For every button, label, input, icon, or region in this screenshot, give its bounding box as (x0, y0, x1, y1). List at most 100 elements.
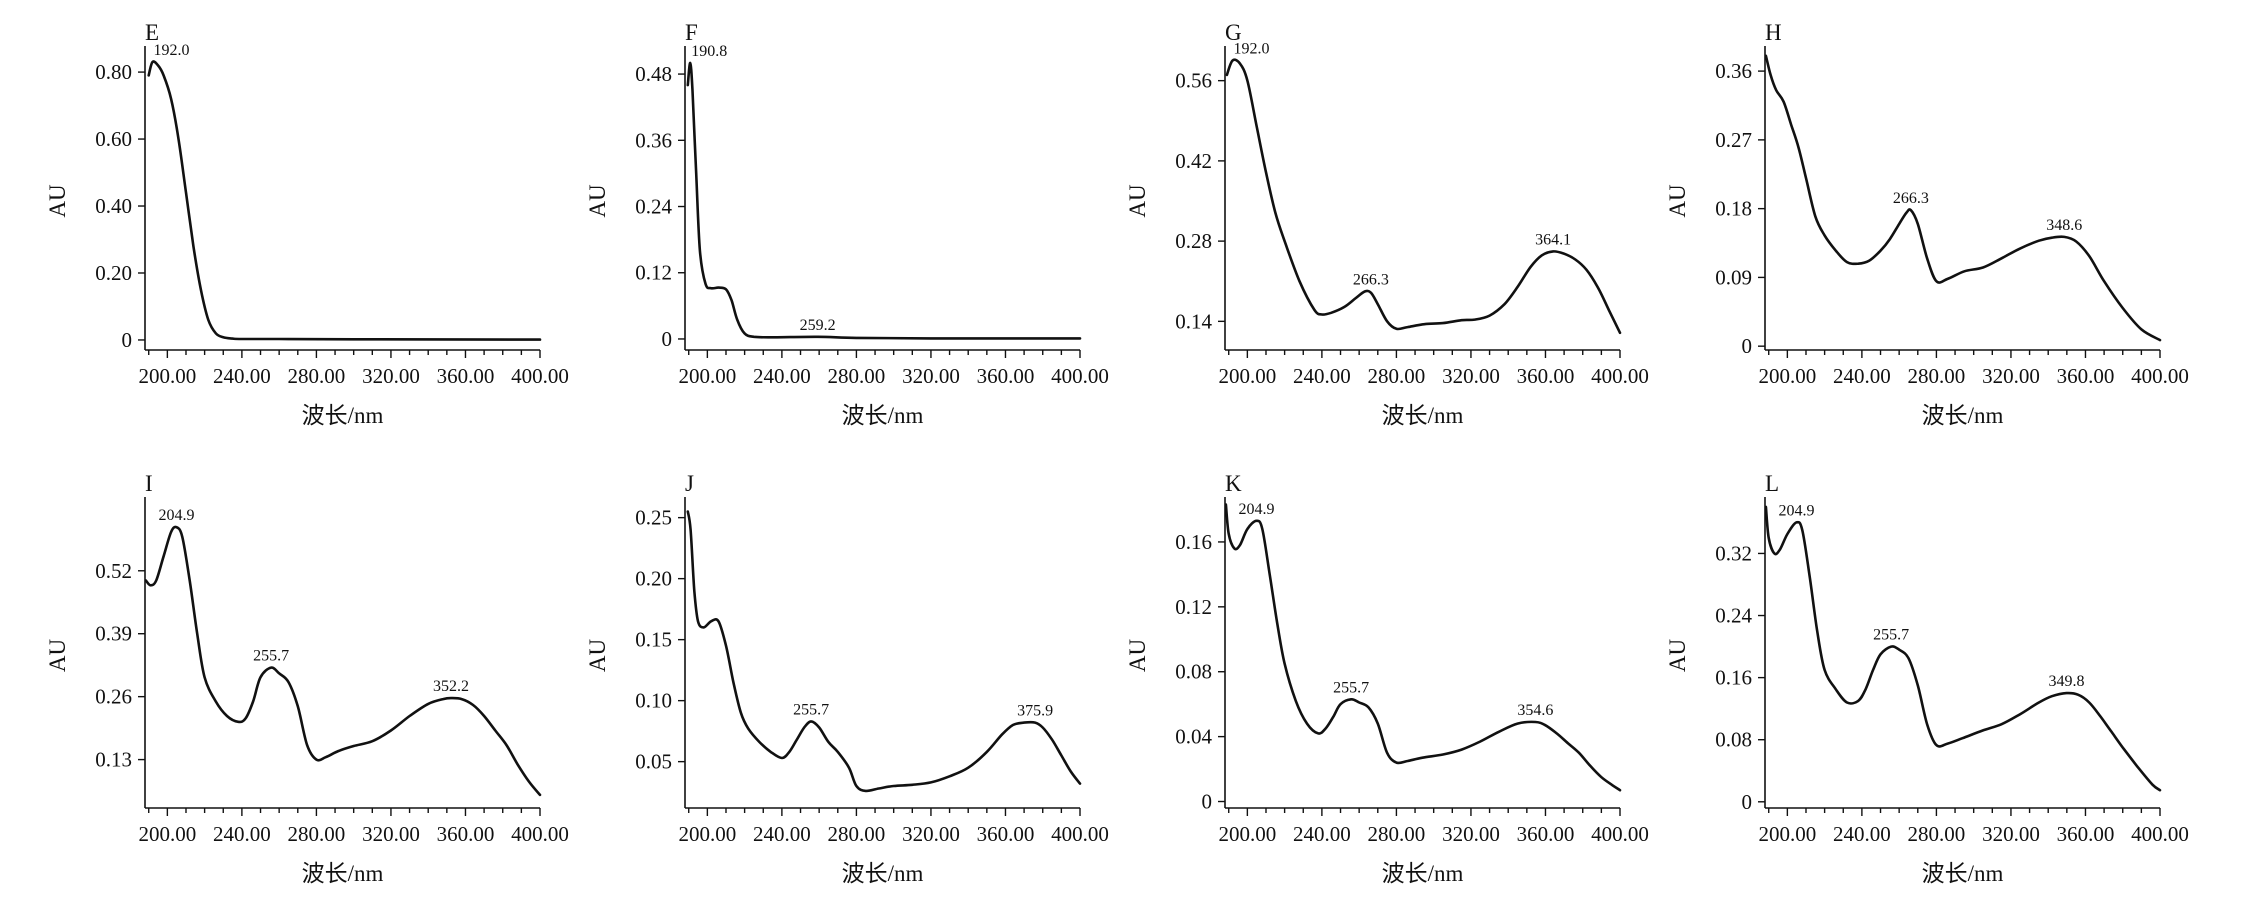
spectrum-line (686, 510, 1082, 793)
x-tick-label: 360.00 (437, 822, 495, 846)
y-tick-label: 0.32 (1715, 541, 1752, 565)
peak-label: 352.2 (433, 678, 469, 695)
y-axis-title: AU (1665, 639, 1690, 673)
y-tick-label: 0.14 (1175, 309, 1212, 333)
x-tick-label: 280.00 (828, 364, 886, 388)
y-tick-label: 0.08 (1715, 728, 1752, 752)
x-tick-label: 240.00 (1293, 822, 1351, 846)
x-tick-label: 280.00 (828, 822, 886, 846)
x-tick-label: 200.00 (1758, 364, 1816, 388)
x-tick-label: 400.00 (1591, 822, 1649, 846)
y-tick-label: 0.36 (635, 128, 672, 152)
x-tick-label: 400.00 (2131, 822, 2189, 846)
peak-label: 349.8 (2048, 673, 2084, 690)
y-axis-title: AU (585, 184, 610, 218)
x-tick-label: 320.00 (902, 364, 960, 388)
y-tick-label: 0 (1742, 334, 1753, 358)
panel-K: K 0 0.04 0.08 0.12 0.16 200.00 240.00 280.00 320.… (1125, 471, 1649, 886)
x-tick-label: 240.00 (1293, 364, 1351, 388)
y-tick-label: 0.24 (635, 195, 672, 219)
y-tick-label: 0.05 (635, 750, 672, 774)
x-tick-label: 280.00 (288, 364, 346, 388)
x-tick-label: 200.00 (1218, 822, 1276, 846)
x-tick-label: 240.00 (753, 822, 811, 846)
panel-L: L 0 0.08 0.16 0.24 0.32 200.00 240.00 280.00 320.… (1665, 471, 2189, 886)
x-axis-title: 波长/nm (1922, 403, 2004, 428)
panel-letter: J (685, 471, 694, 496)
peak-label: 354.6 (1517, 702, 1553, 719)
spectrum-line (147, 60, 542, 341)
x-tick-label: 280.00 (1368, 364, 1426, 388)
y-tick-label: 0.12 (635, 261, 672, 285)
panel-letter: G (1225, 20, 1242, 45)
x-tick-label: 280.00 (1908, 822, 1966, 846)
peak-label: 375.9 (1017, 703, 1053, 720)
panel-letter: E (145, 20, 159, 45)
y-tick-label: 0.16 (1715, 666, 1752, 690)
y-tick-label: 0.40 (95, 194, 132, 218)
x-tick-label: 400.00 (2131, 364, 2189, 388)
panel-H: H 0 0.09 0.18 0.27 0.36 200.00 240.00 280.00 320.… (1665, 20, 2189, 428)
peak-label: 204.9 (1238, 501, 1274, 518)
y-axis-title: AU (1125, 639, 1150, 673)
y-axis-title: AU (45, 184, 70, 218)
peak-label: 255.7 (793, 701, 829, 718)
spectrum-line (1764, 54, 2162, 342)
panel-letter: I (145, 471, 153, 496)
x-tick-label: 360.00 (1517, 364, 1575, 388)
peak-label: 259.2 (800, 317, 836, 334)
y-tick-label: 0.27 (1715, 128, 1752, 152)
peak-label: 190.8 (691, 43, 727, 60)
x-axis-title: 波长/nm (302, 861, 384, 886)
y-tick-label: 0.52 (95, 559, 132, 583)
y-tick-label: 0 (1202, 790, 1213, 814)
y-axis-title: AU (585, 639, 610, 673)
peak-label: 266.3 (1893, 190, 1929, 207)
y-tick-label: 0 (122, 328, 133, 352)
peak-label: 192.0 (153, 42, 189, 59)
x-tick-label: 320.00 (1982, 364, 2040, 388)
y-tick-label: 0 (1742, 790, 1753, 814)
x-tick-label: 400.00 (1591, 364, 1649, 388)
y-tick-label: 0.18 (1715, 197, 1752, 221)
y-tick-label: 0.28 (1175, 229, 1212, 253)
peak-label: 364.1 (1535, 231, 1571, 248)
spectrum-line (144, 525, 542, 797)
x-tick-label: 240.00 (213, 822, 271, 846)
y-tick-label: 0.08 (1175, 660, 1212, 684)
peak-label: 266.3 (1353, 272, 1389, 289)
spectrum-line (1225, 58, 1622, 335)
peak-label: 255.7 (1333, 679, 1369, 696)
x-tick-label: 320.00 (362, 364, 420, 388)
y-tick-label: 0.39 (95, 622, 132, 646)
x-tick-label: 200.00 (138, 364, 196, 388)
peak-label: 255.7 (253, 648, 289, 665)
y-tick-label: 0.48 (635, 62, 672, 86)
x-tick-label: 280.00 (288, 822, 346, 846)
peak-label: 192.0 (1233, 41, 1269, 58)
y-tick-label: 0 (662, 327, 673, 351)
panel-letter: F (685, 20, 698, 45)
x-tick-label: 240.00 (1833, 364, 1891, 388)
y-tick-label: 0.13 (95, 748, 132, 772)
panel-G: G 0.14 0.28 0.42 0.56 200.00 240.00 280.00 320.0… (1125, 20, 1649, 428)
y-tick-label: 0.26 (95, 685, 132, 709)
y-tick-label: 0.20 (635, 567, 672, 591)
y-tick-label: 0.25 (635, 506, 672, 530)
y-tick-label: 0.15 (635, 628, 672, 652)
y-axis-title: AU (1125, 184, 1150, 218)
peak-label: 348.6 (2046, 217, 2082, 234)
x-tick-label: 240.00 (1833, 822, 1891, 846)
y-axis-title: AU (1665, 184, 1690, 218)
y-tick-label: 0.60 (95, 127, 132, 151)
x-axis-title: 波长/nm (842, 403, 924, 428)
y-tick-label: 0.20 (95, 261, 132, 285)
panel-F: F 0 0.12 0.24 0.36 0.48 200.00 240.00 280.00 320.… (585, 20, 1109, 428)
panel-E: E 0 0.20 0.40 0.60 0.80 200.00 240.00 280.00 320.… (45, 20, 569, 428)
panel-letter: H (1765, 20, 1782, 45)
y-tick-label: 0.80 (95, 60, 132, 84)
y-tick-label: 0.09 (1715, 265, 1752, 289)
x-tick-label: 320.00 (362, 822, 420, 846)
x-tick-label: 200.00 (138, 822, 196, 846)
